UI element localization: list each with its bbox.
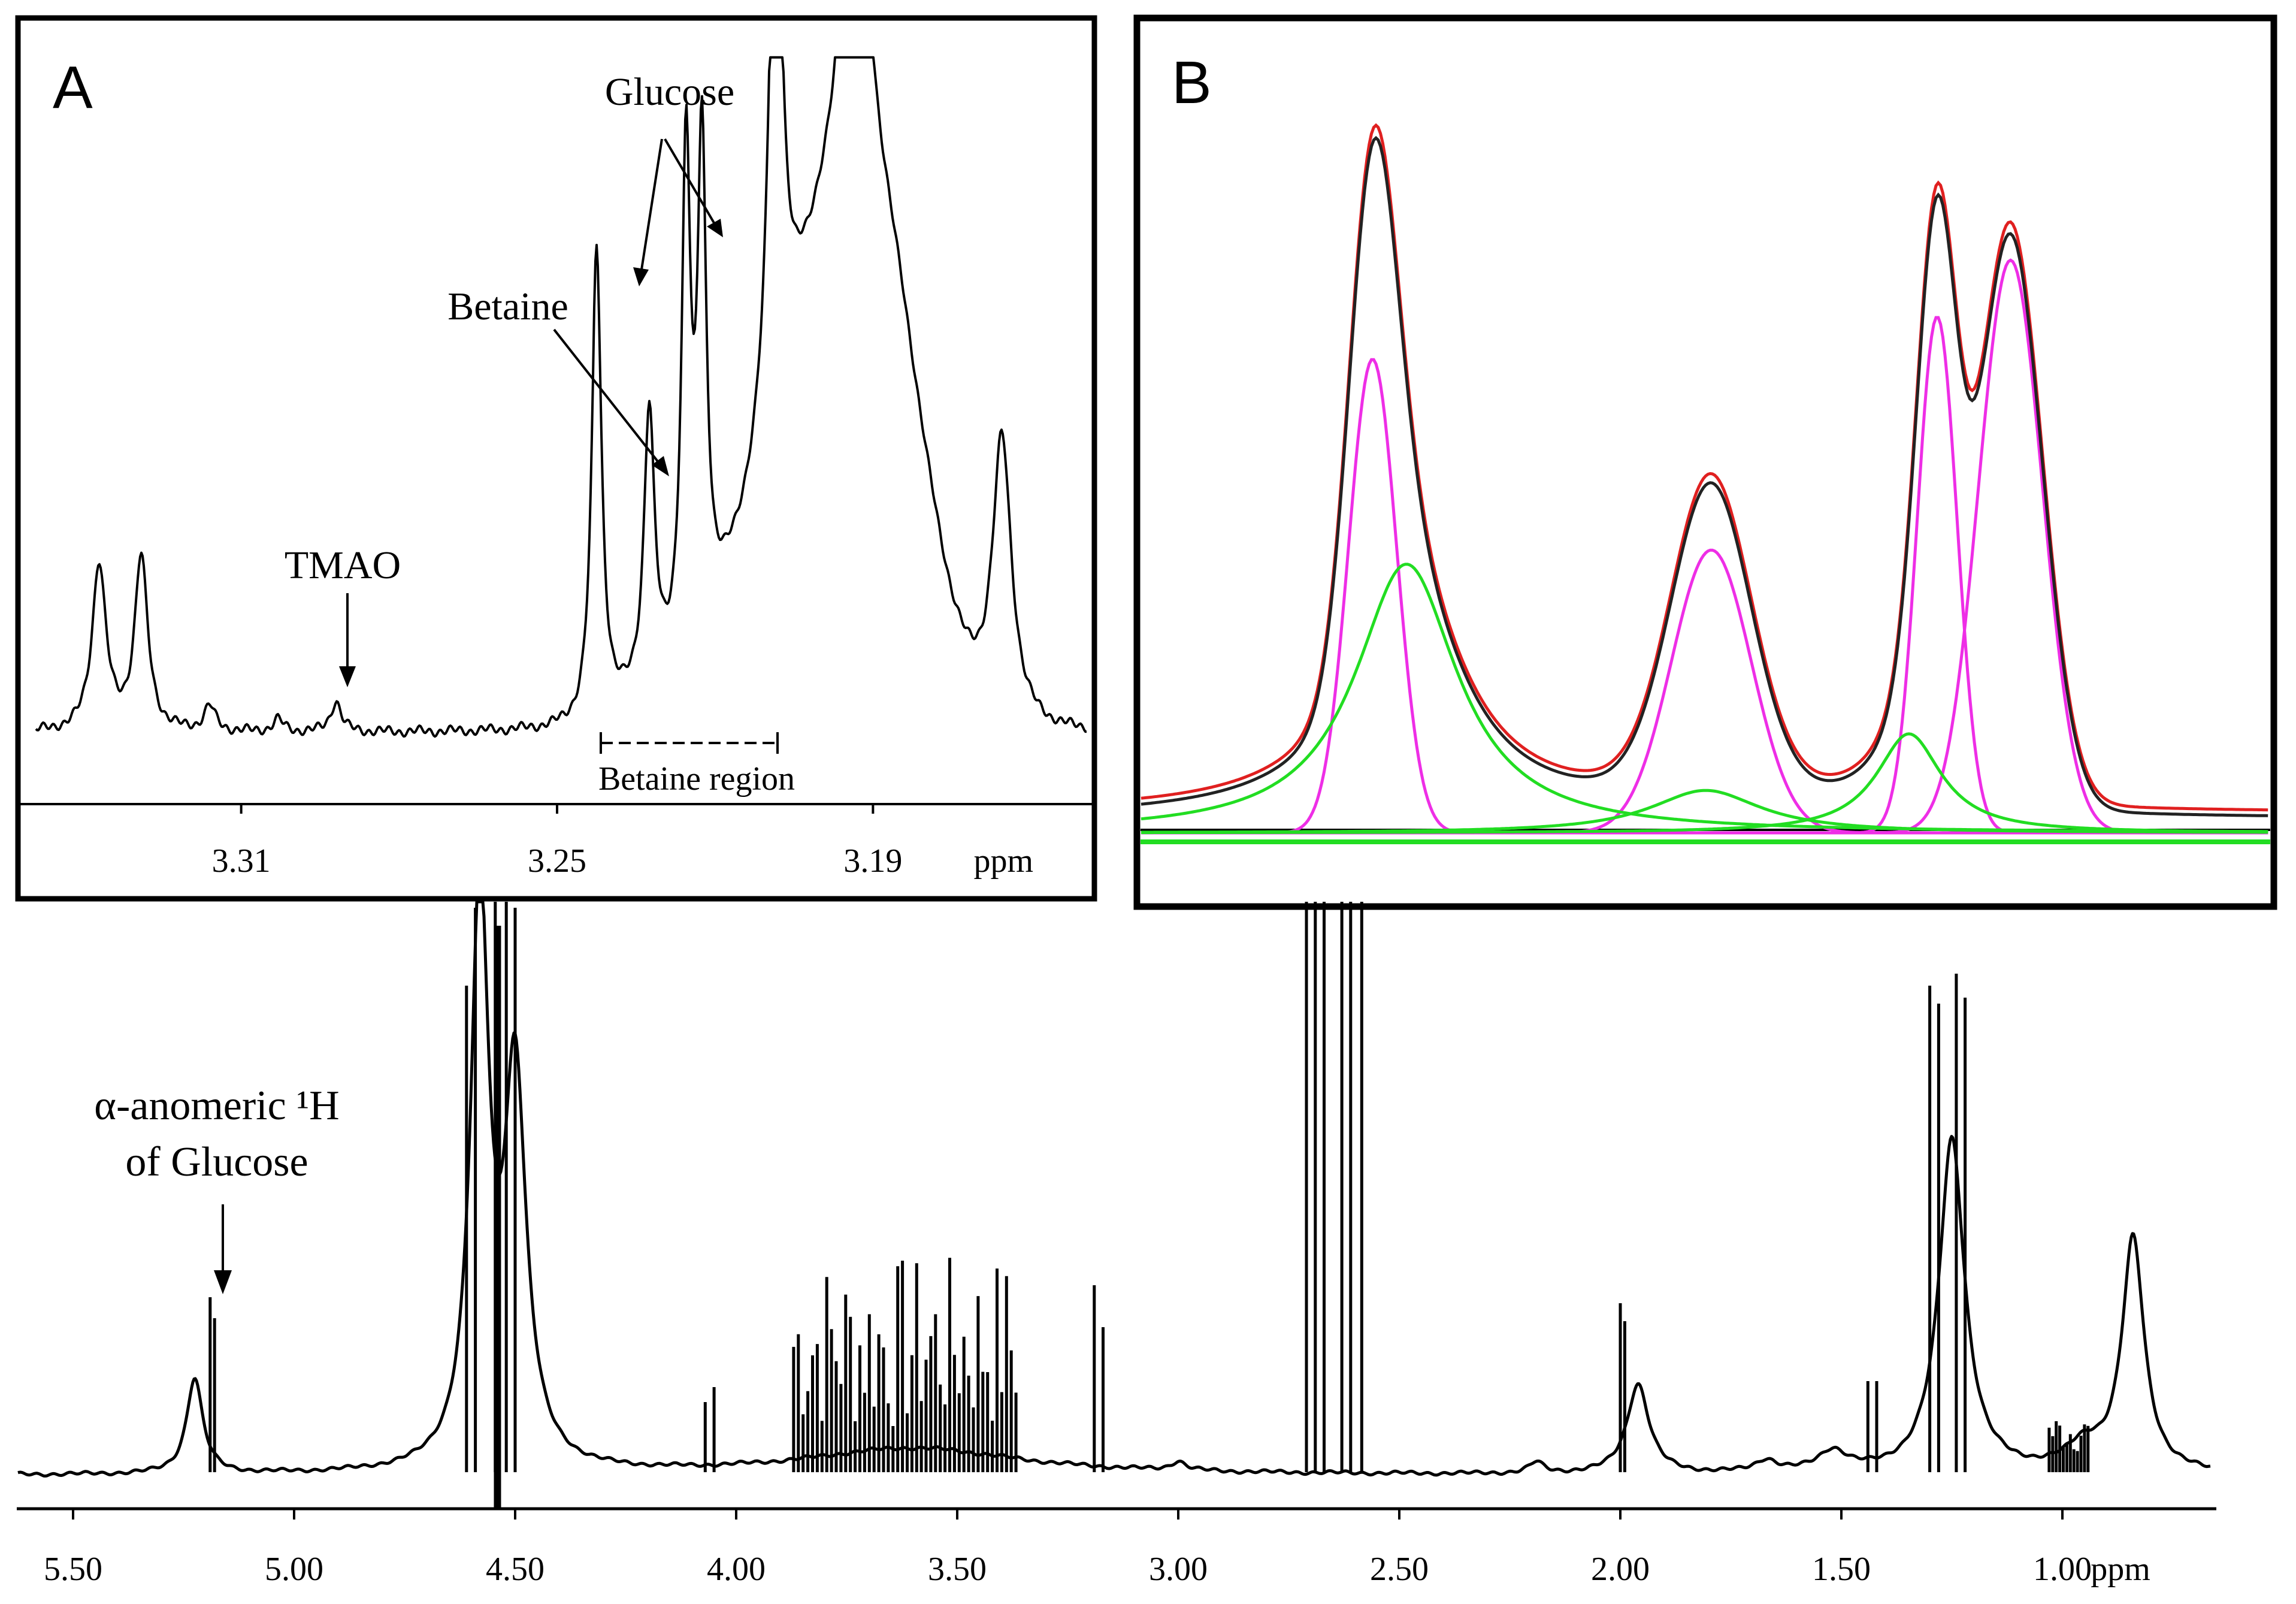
full-spectrum-tick-label-3: 4.00 <box>707 1551 766 1588</box>
tmao-annotation-label: TMAO <box>285 543 401 587</box>
anomeric-annotation-line2: of Glucose <box>125 1139 308 1185</box>
betaine-arrowhead <box>652 456 669 476</box>
full-spectrum-ticks: 5.50 5.00 4.50 4.00 3.50 3.00 2.50 2.00 1.50 1.00 <box>44 1509 2092 1588</box>
anomeric-arrowhead <box>214 1270 232 1294</box>
glucose-arrowhead-2 <box>707 219 723 237</box>
glucose-arrow-2 <box>664 138 715 224</box>
full-spectrum-tick-label-8: 1.50 <box>1812 1551 1871 1588</box>
gaussian-component-3 <box>1141 732 2268 835</box>
glucose-arrow-1 <box>640 138 663 270</box>
full-spectrum-sticks <box>208 902 2090 1510</box>
full-spectrum-tick-label-0: 5.50 <box>44 1551 102 1588</box>
tmao-arrowhead <box>339 666 356 687</box>
full-spectrum-line <box>17 900 2211 1478</box>
glucose-arrowhead-1 <box>633 267 649 286</box>
anomeric-annotation-line1: α-anomeric ¹H <box>94 1083 339 1129</box>
panel-a-tick-label-1: 3.25 <box>528 842 586 880</box>
full-spectrum-tick-label-2: 4.50 <box>486 1551 544 1588</box>
panel-a-tick-label-0: 3.31 <box>212 842 271 880</box>
full-spectrum-tick-label-9: 1.00 <box>2033 1551 2092 1588</box>
full-spectrum-axis-unit: ppm <box>2091 1551 2150 1588</box>
panel-b-label: B <box>1172 49 1212 116</box>
betaine-region-label: Betaine region <box>598 760 795 798</box>
panel-a-ticks: 3.31 3.25 3.19 <box>212 804 902 880</box>
panel-a-spectrum-line <box>35 56 1087 738</box>
panel-b-components <box>1141 258 2268 835</box>
full-spectrum-tick-label-5: 3.00 <box>1149 1551 1208 1588</box>
panel-a-axis-unit: ppm <box>973 842 1033 880</box>
glucose-annotation-label: Glucose <box>605 70 734 114</box>
betaine-annotation-label: Betaine <box>447 285 568 328</box>
panel-b: B <box>1133 14 2277 910</box>
panel-a: A 3.31 3.25 3.19 ppm Glucose Betaine TMAO … <box>15 15 1097 902</box>
panel-b-frame <box>1133 14 2277 910</box>
full-spectrum-tick-label-4: 3.50 <box>928 1551 987 1588</box>
full-spectrum-tick-label-6: 2.50 <box>1370 1551 1429 1588</box>
full-spectrum-tick-label-1: 5.00 <box>265 1551 323 1588</box>
full-spectrum-tick-label-7: 2.00 <box>1591 1551 1650 1588</box>
panel-a-label: A <box>53 54 93 121</box>
panel-a-tick-label-2: 3.19 <box>843 842 902 880</box>
panel-a-frame <box>15 15 1097 902</box>
panel-b-spectrum-curve <box>1141 135 2268 817</box>
betaine-arrow <box>553 328 659 463</box>
full-spectrum: 5.50 5.00 4.50 4.00 3.50 3.00 2.50 2.00 1.50 1.00… <box>17 900 2216 1588</box>
